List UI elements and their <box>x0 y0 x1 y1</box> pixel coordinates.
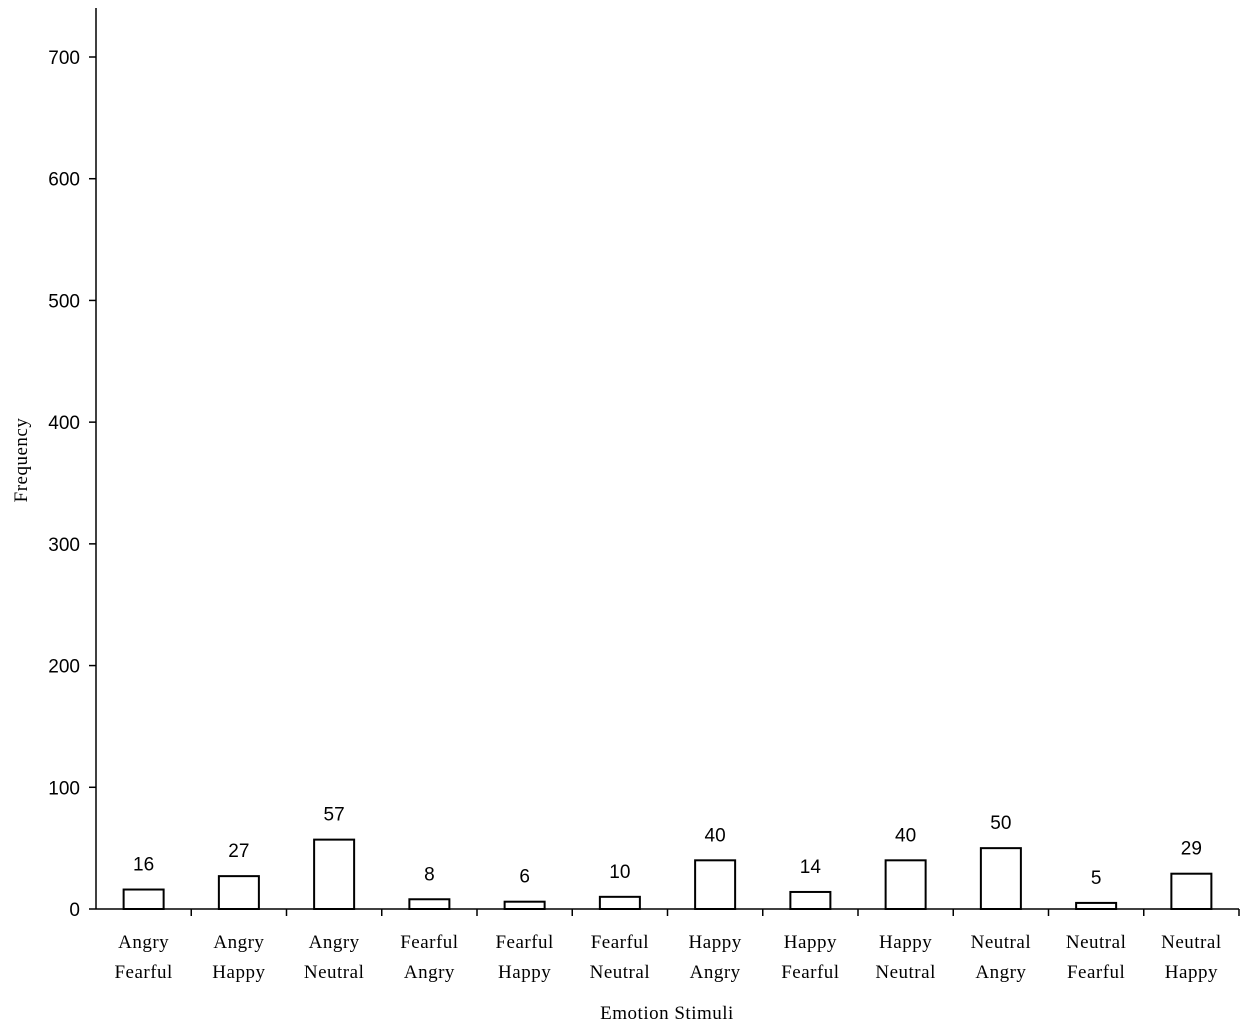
data-label: 27 <box>228 841 249 862</box>
x-category-label: Neutral <box>971 932 1031 953</box>
data-label: 5 <box>1091 868 1102 889</box>
data-label: 14 <box>800 857 822 878</box>
y-tick-label: 500 <box>48 291 80 312</box>
x-category-label: Happy <box>784 932 837 953</box>
x-axis-title: Emotion Stimuli <box>600 1003 734 1024</box>
x-category-label: Fearful <box>114 962 172 983</box>
data-label: 29 <box>1181 839 1202 860</box>
data-label: 57 <box>324 805 345 826</box>
x-category-label: Happy <box>498 962 551 983</box>
x-axis: Angry Fearful Angry Happy Angry Neutral Fearfu… <box>96 908 1240 983</box>
data-label: 6 <box>519 867 530 888</box>
y-tick-label: 100 <box>48 778 80 799</box>
data-label: 40 <box>705 825 726 846</box>
x-category-label: Fearful <box>1067 962 1125 983</box>
x-category-label: Fearful <box>591 932 649 953</box>
x-category-label: Happy <box>689 932 742 953</box>
x-category-label: Angry <box>213 932 264 953</box>
bar <box>789 890 832 911</box>
bar <box>122 888 165 910</box>
x-category-label: Neutral <box>304 962 364 983</box>
bar <box>503 900 546 911</box>
data-label: 8 <box>424 864 435 885</box>
data-label: 16 <box>133 855 154 876</box>
y-tick-label: 600 <box>48 170 80 191</box>
y-axis-title: Frequency <box>11 418 32 503</box>
data-label: 40 <box>895 825 916 846</box>
x-category-label: Fearful <box>781 962 839 983</box>
x-category-label: Angry <box>690 962 741 983</box>
x-category-label: Angry <box>975 962 1026 983</box>
x-category-label: Happy <box>879 932 932 953</box>
bar <box>408 898 451 911</box>
x-category-label: Angry <box>118 932 169 953</box>
x-category-label: Fearful <box>400 932 458 953</box>
y-tick-label: 200 <box>48 657 80 678</box>
data-label: 10 <box>609 862 630 883</box>
bar <box>313 838 356 911</box>
bar <box>979 847 1022 911</box>
x-category-label: Happy <box>1165 962 1218 983</box>
x-category-label: Neutral <box>875 962 935 983</box>
x-category-label: Neutral <box>1066 932 1126 953</box>
x-category-label: Angry <box>404 962 455 983</box>
x-category-label: Neutral <box>590 962 650 983</box>
y-axis: 0 100 200 300 400 500 600 700 <box>48 8 97 921</box>
bar <box>694 859 737 910</box>
y-tick-label: 300 <box>48 535 80 556</box>
y-tick-label: 700 <box>48 48 80 69</box>
bars <box>122 838 1213 911</box>
bar <box>1170 872 1213 911</box>
y-tick-label: 400 <box>48 413 80 434</box>
x-category-label: Angry <box>309 932 360 953</box>
data-label: 50 <box>990 813 1011 834</box>
x-category-label: Neutral <box>1161 932 1221 953</box>
y-tick-label: 0 <box>69 900 80 921</box>
bar <box>217 875 260 911</box>
bar <box>598 895 641 910</box>
bar <box>884 859 927 910</box>
data-labels: 16 27 57 8 6 10 40 14 40 50 5 29 <box>133 805 1202 889</box>
x-category-label: Fearful <box>495 932 553 953</box>
x-category-label: Happy <box>212 962 265 983</box>
bar <box>1075 901 1118 911</box>
